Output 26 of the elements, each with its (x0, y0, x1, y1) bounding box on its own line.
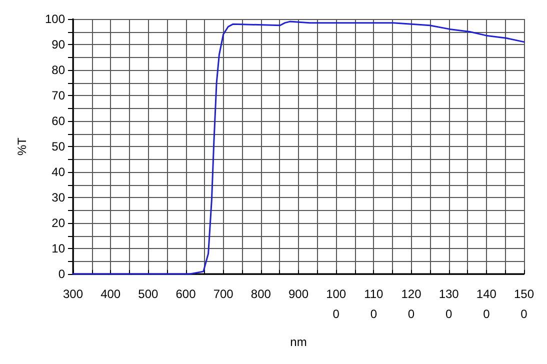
y-tick-label: 70 (52, 88, 66, 102)
x-tick-label: 130 0 (438, 287, 460, 321)
y-tick-label: 90 (52, 38, 66, 52)
x-tick-label: 300 (62, 287, 84, 301)
y-tick-label: 30 (52, 190, 66, 204)
x-tick-label: 600 (176, 287, 196, 301)
x-tick-label: 700 (213, 287, 234, 301)
x-tick-label: 100 0 (326, 287, 346, 321)
x-tick-label: 150 0 (514, 287, 534, 321)
y-tick-label: 40 (52, 165, 66, 179)
x-tick-label: 110 0 (364, 287, 384, 321)
x-tick-label: 140 0 (476, 287, 497, 321)
y-tick-label: 10 (52, 242, 66, 256)
x-tick-label: 900 (288, 287, 309, 301)
x-tick-label: 500 (138, 287, 158, 301)
y-tick-label: 50 (52, 140, 66, 154)
y-tick-label: 0 (58, 267, 66, 281)
y-tick-label: 20 (52, 216, 66, 230)
x-axis-title: nm (290, 335, 307, 349)
y-tick-label: 80 (52, 63, 66, 77)
x-tick-label: 800 (250, 287, 272, 301)
x-tick-label: 120 0 (401, 287, 422, 321)
y-tick-label: 60 (52, 114, 66, 128)
y-axis-title: %T (15, 136, 29, 156)
y-tick-label: 100 (44, 12, 66, 26)
x-tick-label: 400 (100, 287, 121, 301)
